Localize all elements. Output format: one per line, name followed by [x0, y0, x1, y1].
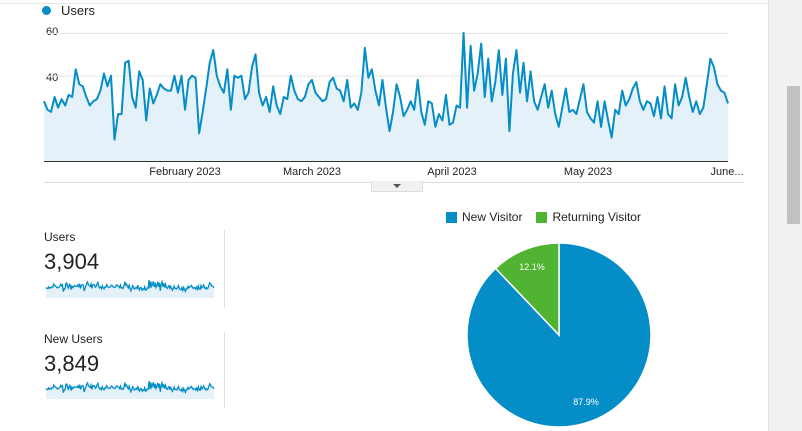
users-line-chart: [43, 32, 729, 162]
metric-label: Users: [44, 230, 76, 244]
legend-label: New Visitor: [462, 210, 523, 224]
users-legend-dot-icon: [42, 6, 51, 15]
x-tick-label: February 2023: [149, 166, 221, 178]
metric-divider: [224, 230, 225, 308]
y-tick-label: 60: [46, 26, 59, 38]
pie-legend: New Visitor Returning Visitor: [446, 210, 655, 224]
metric-value: 3,849: [44, 351, 100, 376]
chevron-down-icon: [393, 184, 401, 188]
x-tick-label: March 2023: [282, 166, 342, 178]
metric-label: New Users: [44, 332, 103, 346]
legend-item-new-visitor[interactable]: New Visitor: [446, 210, 522, 224]
x-tick-label: June...: [710, 166, 744, 178]
users-sparkline: [45, 279, 215, 298]
main-chart-legend: Users: [42, 3, 95, 18]
visitor-pie-chart: [466, 242, 652, 428]
pie-label-returning-visitor: 12.1%: [519, 262, 545, 272]
new-visitor-swatch-icon: [446, 211, 457, 223]
metric-users: Users 3,904: [44, 230, 224, 275]
metric-divider: [224, 332, 225, 408]
sparkline-line: [45, 279, 215, 294]
main-chart-legend-label: Users: [61, 3, 95, 18]
collapse-chart-handle[interactable]: [371, 181, 423, 192]
pie-slice-returning-visitor: [494, 242, 560, 337]
top-border: [0, 3, 768, 4]
users-area-fill: [44, 33, 728, 161]
y-tick-label: 40: [46, 72, 59, 84]
metric-new-users: New Users 3,849: [44, 332, 224, 377]
pie-label-new-visitor: 87.9%: [573, 397, 599, 407]
metric-value: 3,904: [44, 249, 100, 274]
x-tick-label: April 2023: [427, 166, 477, 178]
x-tick-label: May 2023: [563, 166, 613, 178]
legend-item-returning-visitor[interactable]: Returning Visitor: [536, 210, 641, 224]
legend-label: Returning Visitor: [552, 210, 641, 224]
users-series-line: [43, 32, 729, 141]
sparkline-line: [45, 380, 215, 395]
scrollbar-thumb[interactable]: [787, 86, 800, 224]
returning-visitor-swatch-icon: [536, 211, 548, 223]
new-users-sparkline: [45, 380, 215, 399]
